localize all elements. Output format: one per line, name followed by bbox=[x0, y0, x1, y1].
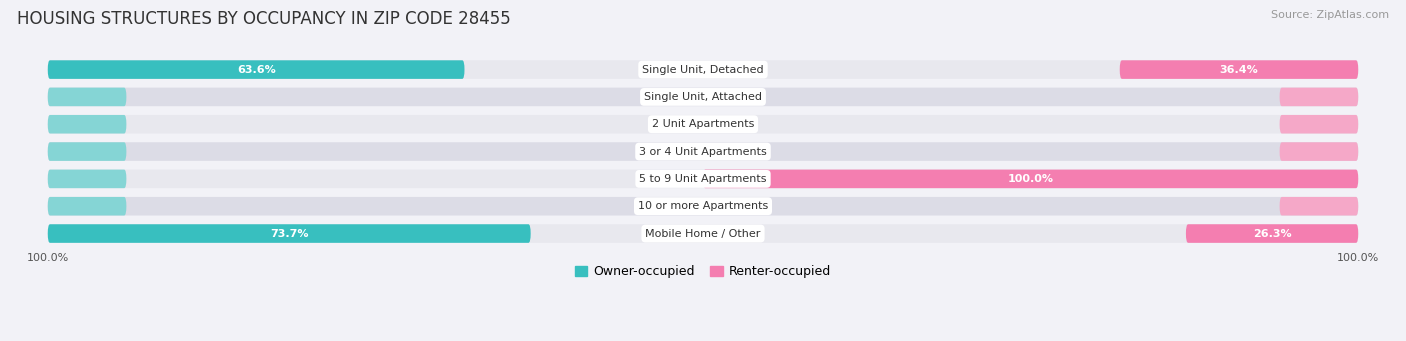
Text: 0.0%: 0.0% bbox=[727, 201, 755, 211]
Text: 0.0%: 0.0% bbox=[651, 119, 679, 129]
Text: 0.0%: 0.0% bbox=[651, 174, 679, 184]
FancyBboxPatch shape bbox=[1279, 142, 1358, 161]
Text: 100.0%: 100.0% bbox=[1008, 174, 1053, 184]
Text: 0.0%: 0.0% bbox=[727, 92, 755, 102]
FancyBboxPatch shape bbox=[48, 197, 1358, 216]
Text: 0.0%: 0.0% bbox=[651, 147, 679, 157]
FancyBboxPatch shape bbox=[48, 142, 1358, 161]
Text: 36.4%: 36.4% bbox=[1219, 64, 1258, 75]
Text: 3 or 4 Unit Apartments: 3 or 4 Unit Apartments bbox=[640, 147, 766, 157]
Text: 0.0%: 0.0% bbox=[727, 147, 755, 157]
Text: 0.0%: 0.0% bbox=[727, 119, 755, 129]
FancyBboxPatch shape bbox=[48, 142, 127, 161]
FancyBboxPatch shape bbox=[48, 169, 1358, 188]
FancyBboxPatch shape bbox=[1119, 60, 1358, 79]
FancyBboxPatch shape bbox=[1279, 197, 1358, 216]
FancyBboxPatch shape bbox=[48, 169, 127, 188]
Text: Mobile Home / Other: Mobile Home / Other bbox=[645, 228, 761, 239]
FancyBboxPatch shape bbox=[48, 60, 464, 79]
FancyBboxPatch shape bbox=[48, 224, 1358, 243]
FancyBboxPatch shape bbox=[48, 60, 1358, 79]
Text: 5 to 9 Unit Apartments: 5 to 9 Unit Apartments bbox=[640, 174, 766, 184]
FancyBboxPatch shape bbox=[48, 88, 1358, 106]
FancyBboxPatch shape bbox=[1185, 224, 1358, 243]
Legend: Owner-occupied, Renter-occupied: Owner-occupied, Renter-occupied bbox=[569, 260, 837, 283]
Text: 63.6%: 63.6% bbox=[236, 64, 276, 75]
FancyBboxPatch shape bbox=[1279, 115, 1358, 134]
Text: Single Unit, Detached: Single Unit, Detached bbox=[643, 64, 763, 75]
Text: 0.0%: 0.0% bbox=[651, 92, 679, 102]
Text: Single Unit, Attached: Single Unit, Attached bbox=[644, 92, 762, 102]
FancyBboxPatch shape bbox=[703, 169, 1358, 188]
Text: 10 or more Apartments: 10 or more Apartments bbox=[638, 201, 768, 211]
FancyBboxPatch shape bbox=[48, 115, 1358, 134]
FancyBboxPatch shape bbox=[48, 115, 127, 134]
Text: 26.3%: 26.3% bbox=[1253, 228, 1291, 239]
Text: 2 Unit Apartments: 2 Unit Apartments bbox=[652, 119, 754, 129]
Text: 0.0%: 0.0% bbox=[651, 201, 679, 211]
FancyBboxPatch shape bbox=[48, 88, 127, 106]
Text: Source: ZipAtlas.com: Source: ZipAtlas.com bbox=[1271, 10, 1389, 20]
FancyBboxPatch shape bbox=[48, 197, 127, 216]
FancyBboxPatch shape bbox=[1279, 88, 1358, 106]
Text: HOUSING STRUCTURES BY OCCUPANCY IN ZIP CODE 28455: HOUSING STRUCTURES BY OCCUPANCY IN ZIP C… bbox=[17, 10, 510, 28]
FancyBboxPatch shape bbox=[48, 224, 530, 243]
Text: 73.7%: 73.7% bbox=[270, 228, 308, 239]
